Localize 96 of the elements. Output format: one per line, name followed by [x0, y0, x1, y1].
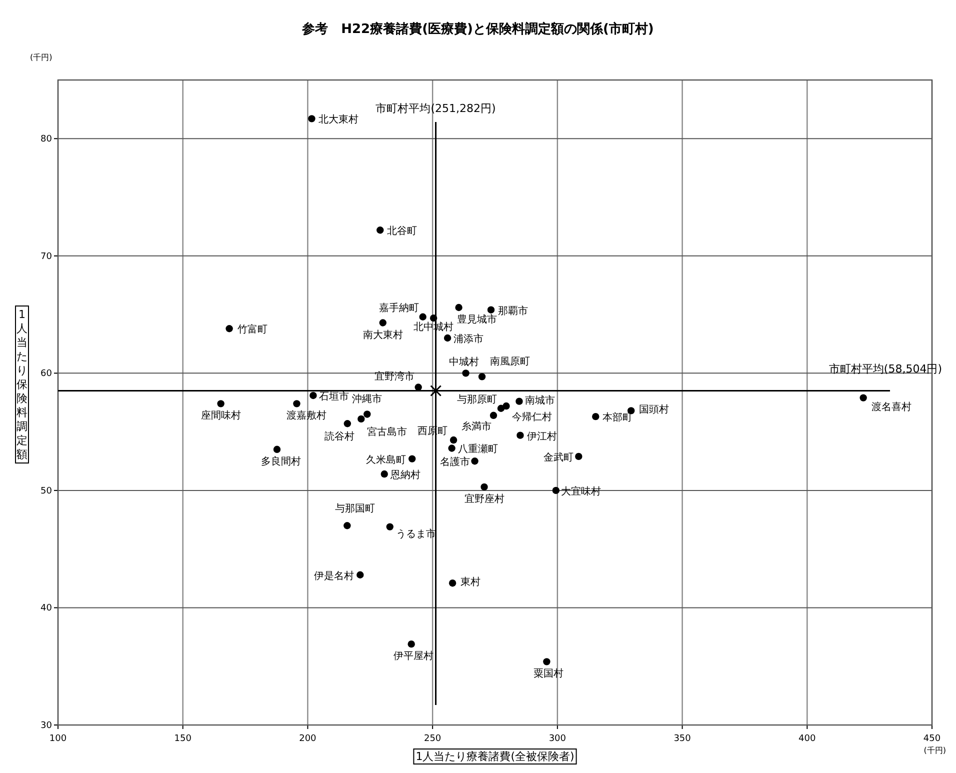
y-tick-label: 80: [40, 134, 52, 145]
series-label: 恩納村: [389, 469, 420, 482]
point: [358, 415, 365, 423]
point: [444, 334, 452, 342]
point: [860, 394, 867, 402]
point: [478, 373, 486, 380]
text: (千円): [924, 746, 946, 755]
chart-title: 参考 H22療養諸費(医療費)と保険料調定額の関係(市町村): [301, 21, 654, 37]
series-label: 宜野湾市: [374, 370, 414, 382]
x-tick-label: 450: [923, 734, 941, 744]
series-label: 糸満市: [462, 420, 492, 432]
ref-line-label: 市町村平均(251,282円): [376, 102, 496, 115]
point: [408, 640, 415, 648]
point: [480, 483, 488, 491]
text: (千円): [30, 53, 52, 62]
point: [217, 400, 224, 408]
series-label: 北大東村: [318, 114, 359, 126]
series-label: 与那国町: [335, 502, 376, 515]
point: [380, 470, 388, 478]
series-label: 中城村: [448, 356, 479, 368]
point: [344, 522, 351, 530]
point: [386, 523, 394, 530]
point: [293, 400, 300, 408]
series-label: 伊江村: [527, 430, 558, 442]
series-label: 浦添市: [454, 333, 484, 345]
point: [543, 658, 550, 666]
point: [430, 314, 438, 322]
series-label: 多良間村: [261, 455, 301, 468]
point: [376, 226, 384, 234]
series-label: 粟国村: [534, 668, 564, 680]
point: [356, 571, 364, 578]
series-label: 那覇市: [498, 304, 528, 317]
series-label: 与那原町: [456, 393, 497, 406]
point: [487, 306, 495, 314]
point: [273, 446, 281, 454]
point: [516, 398, 523, 405]
series-label: 渡名喜村: [871, 400, 912, 413]
x-tick-label: 350: [674, 734, 692, 744]
point: [364, 410, 371, 418]
x-tick-label: 100: [49, 734, 67, 744]
x-tick-label: 250: [424, 734, 442, 744]
series-label: 伊是名村: [314, 570, 354, 582]
point: [471, 458, 478, 465]
series-label: 宜野座村: [464, 492, 504, 505]
x-tick-label: 150: [174, 734, 192, 744]
series-label: 金武町: [544, 451, 574, 464]
point: [516, 432, 524, 439]
point: [448, 580, 456, 587]
point: [414, 384, 422, 391]
series-label: 国頭村: [639, 404, 670, 416]
point: [575, 452, 582, 460]
y-tick-label: 30: [40, 721, 52, 731]
point: [308, 115, 316, 122]
point: [419, 313, 426, 320]
text: 1人当たり保険料調定額: [16, 308, 28, 461]
point: [552, 486, 560, 494]
point: [462, 370, 470, 377]
y-tick-label: 70: [40, 252, 52, 262]
series-label: 伊平屋村: [393, 650, 434, 662]
series-label: 北谷町: [387, 225, 418, 238]
series-label: 東村: [460, 576, 481, 588]
point: [448, 444, 456, 452]
point: [502, 402, 510, 410]
series-label: 竹富町: [237, 324, 268, 336]
point: [490, 412, 498, 419]
point: [310, 392, 317, 400]
series-label: 沖縄市: [352, 393, 382, 406]
series-label: 読谷村: [324, 430, 354, 443]
series-label: 今帰仁村: [512, 411, 552, 424]
series-label: 嘉手納町: [378, 302, 419, 314]
point: [430, 385, 442, 397]
series-label: 南風原町: [490, 356, 530, 368]
point: [379, 319, 386, 326]
point: [450, 436, 458, 444]
series-label: 宮古島市: [367, 426, 408, 438]
point: [455, 304, 462, 312]
x-axis-title: 1人当たり療養諸費(全被保険者): [416, 750, 574, 763]
series-label: 名護市: [440, 456, 470, 468]
series-label: 石垣市: [319, 390, 350, 402]
x-tick-label: 200: [299, 734, 317, 744]
x-tick-label: 300: [548, 734, 566, 744]
point: [592, 412, 600, 420]
series-label: 南城市: [525, 394, 556, 406]
series-label: 南大東村: [362, 328, 403, 341]
series-label: 豊見城市: [456, 314, 497, 326]
y-tick-label: 40: [40, 604, 52, 614]
series-label: 久米島町: [366, 454, 406, 466]
point: [226, 325, 233, 332]
x-tick-label: 400: [798, 734, 816, 744]
point: [344, 420, 352, 428]
y-tick-label: 60: [40, 369, 52, 380]
y-tick-label: 50: [40, 486, 52, 496]
point: [408, 455, 416, 462]
series-label: 八重瀬町: [458, 443, 498, 456]
series-label: 渡嘉敷村: [286, 410, 327, 422]
series-label: 座間味村: [200, 410, 241, 422]
